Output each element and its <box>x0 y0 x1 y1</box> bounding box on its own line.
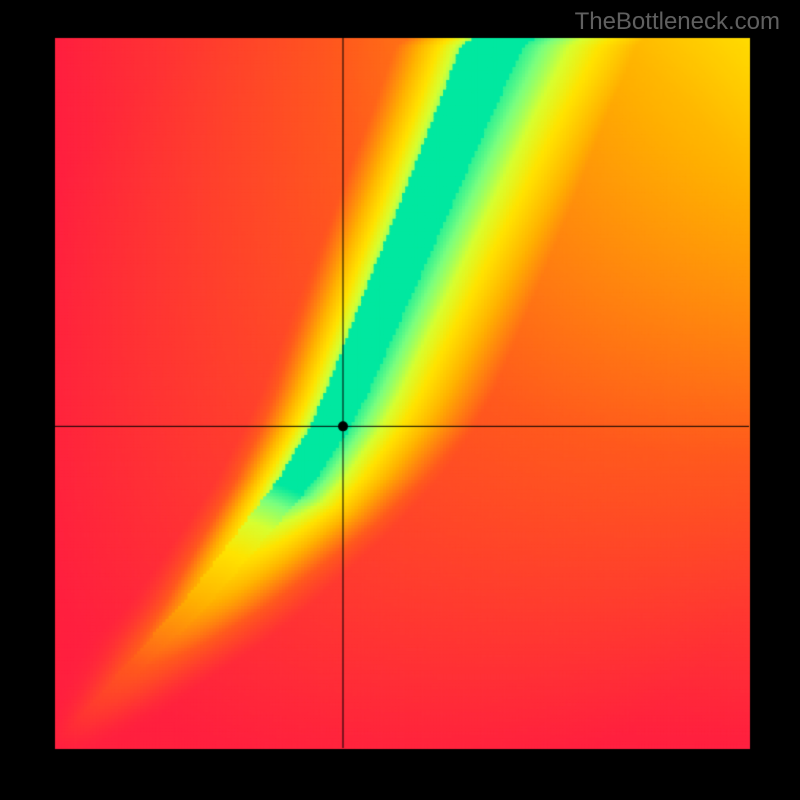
watermark-text: TheBottleneck.com <box>575 8 780 36</box>
heatmap-canvas <box>0 0 800 800</box>
chart-container: TheBottleneck.com <box>0 0 800 800</box>
